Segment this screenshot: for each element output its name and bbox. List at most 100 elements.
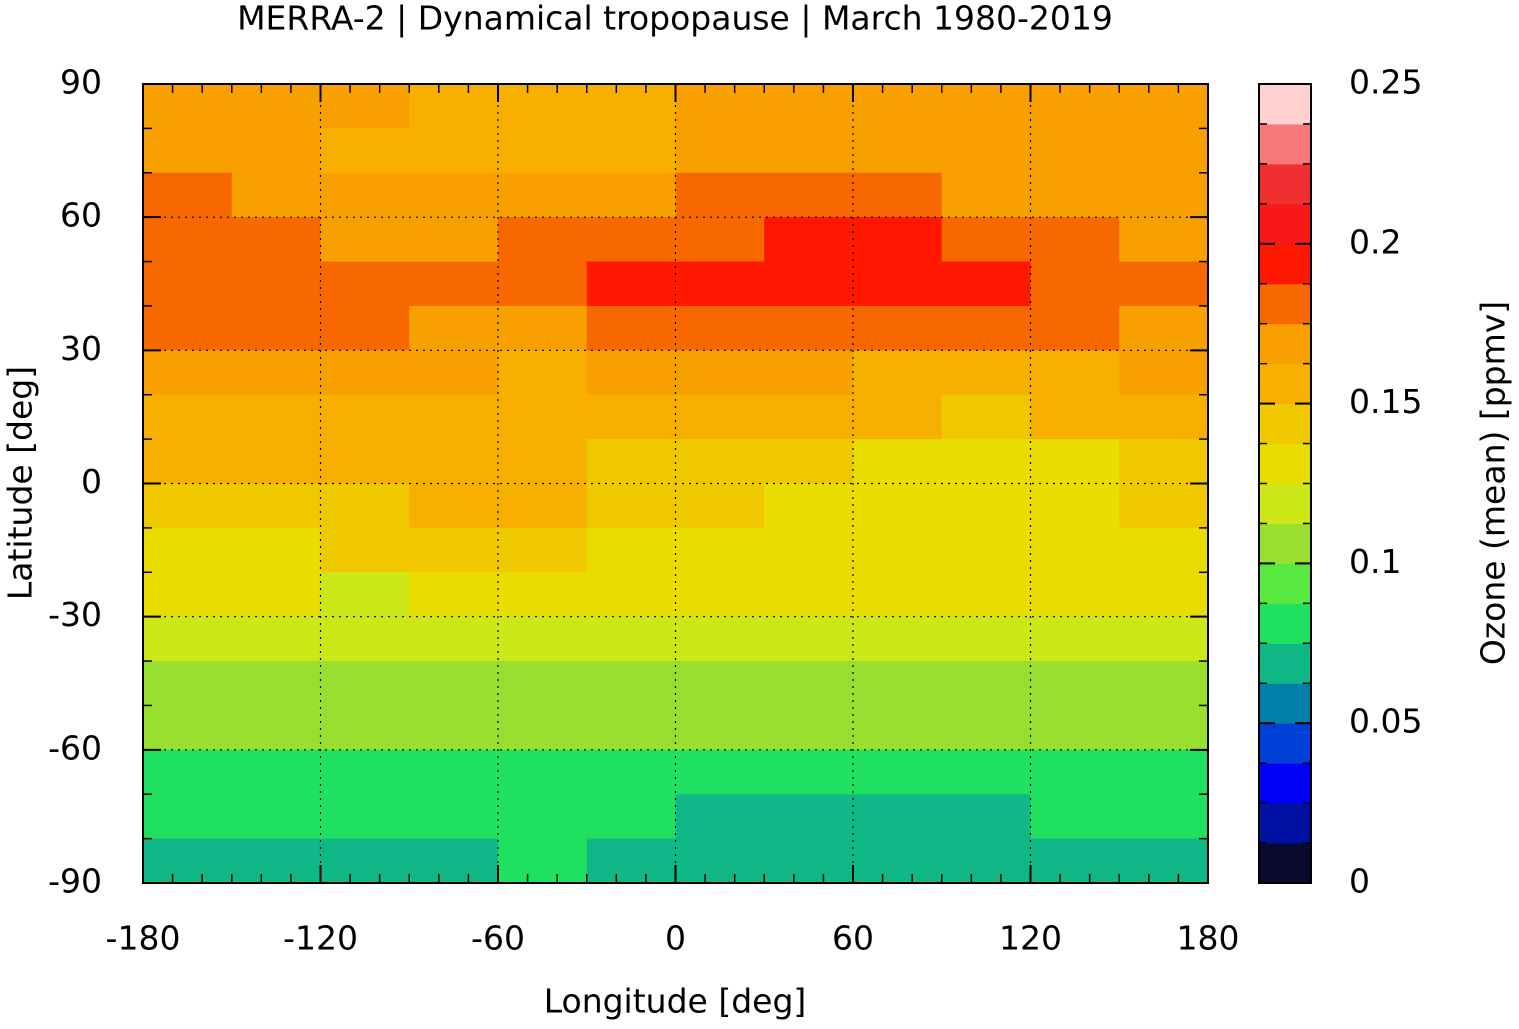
cell bbox=[586, 483, 676, 529]
cell bbox=[1030, 483, 1120, 529]
cell bbox=[1030, 439, 1120, 484]
cell bbox=[853, 572, 943, 618]
cell bbox=[498, 84, 588, 129]
cell bbox=[320, 794, 410, 840]
cell bbox=[143, 84, 233, 129]
y-tick-label: -30 bbox=[48, 595, 102, 634]
cell bbox=[1119, 350, 1209, 396]
cell bbox=[764, 217, 854, 263]
cell bbox=[143, 217, 233, 263]
colorbar-swatch bbox=[1259, 643, 1311, 684]
cell bbox=[764, 483, 854, 529]
cell bbox=[675, 749, 765, 795]
cell bbox=[1119, 794, 1209, 840]
cell bbox=[320, 527, 410, 573]
cell bbox=[1119, 394, 1209, 440]
cell bbox=[941, 794, 1031, 840]
cell bbox=[143, 439, 233, 484]
cell bbox=[586, 394, 676, 440]
cell bbox=[143, 172, 233, 218]
cell bbox=[231, 305, 321, 351]
cell bbox=[1030, 217, 1120, 263]
y-axis-label: Latitude [deg] bbox=[1, 366, 40, 600]
cell bbox=[231, 794, 321, 840]
colorbar-frame bbox=[1258, 83, 1312, 884]
y-tick-label: 60 bbox=[60, 196, 102, 235]
cell bbox=[409, 838, 499, 884]
cell bbox=[498, 261, 588, 307]
cell bbox=[586, 661, 676, 706]
cell bbox=[1119, 261, 1209, 307]
cell bbox=[320, 483, 410, 529]
colorbar-swatch bbox=[1259, 243, 1311, 285]
cell bbox=[498, 305, 588, 351]
cell bbox=[675, 128, 765, 174]
cell bbox=[231, 661, 321, 706]
cell bbox=[853, 217, 943, 263]
cell bbox=[941, 128, 1031, 174]
cell bbox=[498, 439, 588, 484]
cell bbox=[675, 394, 765, 440]
cell bbox=[409, 661, 499, 706]
cell bbox=[231, 217, 321, 263]
cell bbox=[409, 172, 499, 218]
y-tick-label: -60 bbox=[48, 728, 102, 767]
cell bbox=[764, 661, 854, 706]
cell bbox=[498, 394, 588, 440]
cell bbox=[231, 527, 321, 573]
colorbar-tick-label: 0.25 bbox=[1349, 63, 1422, 102]
cell bbox=[853, 794, 943, 840]
cell bbox=[586, 794, 676, 840]
cell bbox=[320, 84, 410, 129]
cell bbox=[764, 838, 854, 884]
cell bbox=[231, 261, 321, 307]
cell bbox=[409, 572, 499, 618]
cell bbox=[1119, 749, 1209, 795]
cell bbox=[1119, 616, 1209, 662]
colorbar-swatch bbox=[1259, 843, 1311, 884]
cell bbox=[1119, 128, 1209, 174]
cell bbox=[498, 749, 588, 795]
cell bbox=[1119, 172, 1209, 218]
cell bbox=[586, 705, 676, 751]
cell bbox=[231, 572, 321, 618]
cell bbox=[143, 483, 233, 529]
cell bbox=[231, 838, 321, 884]
colorbar-swatch bbox=[1259, 603, 1311, 644]
cell bbox=[320, 394, 410, 440]
cell bbox=[409, 217, 499, 263]
cell bbox=[1030, 705, 1120, 751]
x-tick-label: -180 bbox=[106, 919, 181, 958]
cell bbox=[1119, 84, 1209, 129]
cell bbox=[498, 483, 588, 529]
cell bbox=[1119, 439, 1209, 484]
cell bbox=[409, 527, 499, 573]
cell bbox=[320, 572, 410, 618]
colorbar-swatch bbox=[1259, 203, 1311, 245]
cell bbox=[675, 794, 765, 840]
cell bbox=[320, 128, 410, 174]
plot-frame bbox=[142, 83, 1209, 884]
cell bbox=[853, 84, 943, 129]
cell bbox=[1119, 572, 1209, 618]
cell bbox=[586, 305, 676, 351]
cell bbox=[231, 394, 321, 440]
cell bbox=[853, 838, 943, 884]
cell bbox=[764, 572, 854, 618]
cell bbox=[586, 572, 676, 618]
cell bbox=[409, 305, 499, 351]
cell bbox=[409, 350, 499, 396]
cell bbox=[764, 128, 854, 174]
colorbar-tick-label: 0.2 bbox=[1349, 222, 1401, 261]
cell bbox=[1030, 305, 1120, 351]
cell bbox=[143, 749, 233, 795]
cell bbox=[941, 172, 1031, 218]
cell bbox=[320, 261, 410, 307]
cell bbox=[498, 527, 588, 573]
cell bbox=[498, 794, 588, 840]
cell bbox=[764, 172, 854, 218]
cell bbox=[409, 483, 499, 529]
colorbar-swatch bbox=[1259, 443, 1311, 484]
cell bbox=[675, 616, 765, 662]
colorbar-label: Ozone (mean) [ppmv] bbox=[1474, 301, 1513, 665]
